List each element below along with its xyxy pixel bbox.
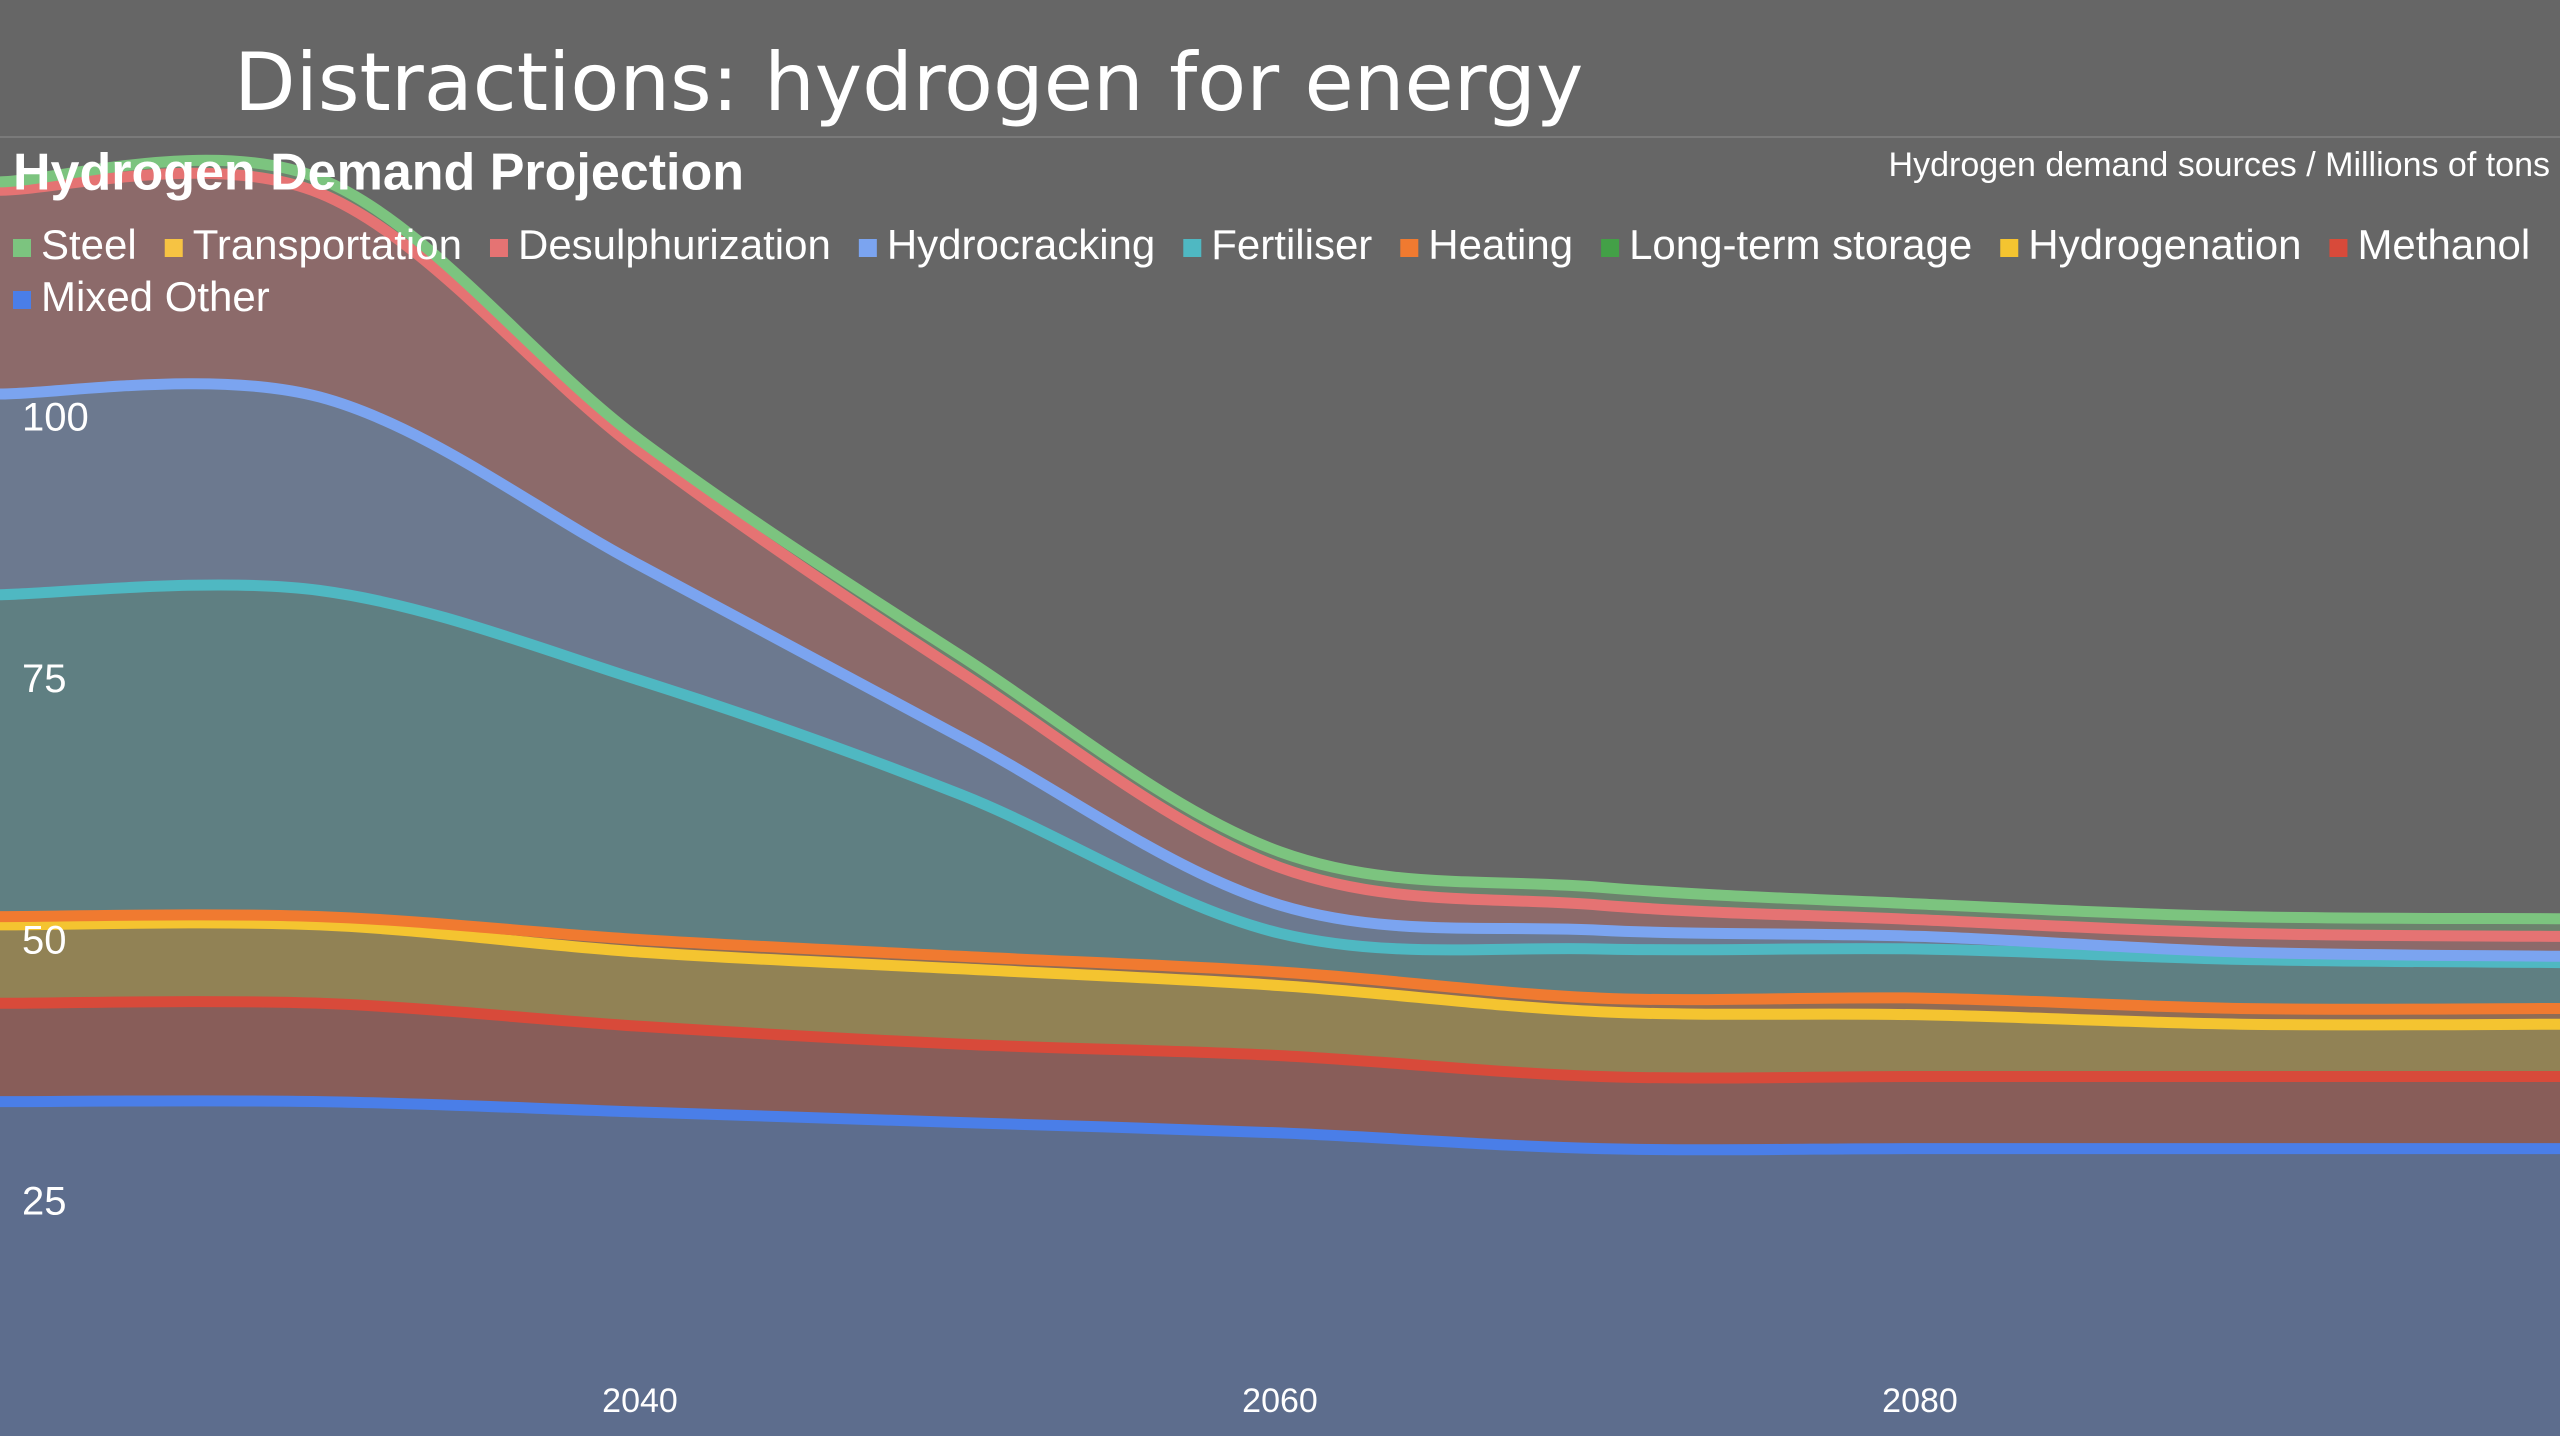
legend-label: Desulphurization: [518, 221, 831, 268]
y-tick-label: 50: [22, 918, 67, 962]
legend-swatch: [1601, 239, 1620, 257]
legend-label: Fertiliser: [1211, 221, 1372, 268]
legend-swatch: [489, 239, 508, 257]
legend-item: Transportation: [164, 221, 462, 268]
legend-label: Heating: [1428, 221, 1573, 268]
legend: Steel Transportation Desulphurization Hydro…: [13, 221, 2530, 320]
legend-swatch: [13, 239, 31, 257]
chart-title: Hydrogen Demand Projection: [13, 144, 744, 202]
legend-label: Long-term storage: [1629, 221, 1972, 268]
series-line: [0, 378, 2560, 962]
legend-label: Transportation: [193, 221, 462, 268]
y-tick-label: 100: [22, 396, 89, 440]
legend-swatch: [2329, 239, 2348, 257]
page-title: Distractions: hydrogen for energy: [234, 36, 1583, 129]
series-line: [0, 1095, 2560, 1156]
areas: [0, 160, 2560, 1436]
area: [0, 584, 2560, 1010]
legend-swatch: [13, 291, 31, 309]
y-tick-label: 75: [22, 657, 67, 701]
legend-swatch: [164, 239, 183, 257]
legend-label: Mixed Other: [41, 273, 270, 320]
legend-swatch: [1183, 239, 1202, 257]
lines: [0, 154, 2560, 1156]
legend-label: Hydrocracking: [887, 221, 1155, 268]
legend-swatch: [1400, 239, 1419, 257]
legend-swatch: [2000, 239, 2019, 257]
series-line: [0, 909, 2560, 1015]
series-line: [0, 579, 2560, 969]
area: [0, 383, 2560, 963]
legend-item: Desulphurization: [489, 221, 831, 268]
series-line: [0, 154, 2560, 925]
series-line: [0, 167, 2560, 942]
x-tick-label: 2040: [602, 1382, 678, 1420]
area: [0, 1100, 2560, 1436]
legend-swatch: [858, 239, 877, 257]
legend-item: Mixed Other: [13, 273, 270, 320]
y-tick-label: 25: [22, 1180, 67, 1224]
legend-item: Hydrocracking: [858, 221, 1155, 268]
legend-item: Fertiliser: [1183, 221, 1372, 268]
legend-label: Methanol: [2357, 221, 2530, 268]
legend-item: Steel: [13, 221, 137, 268]
legend-label: Hydrogenation: [2028, 221, 2301, 268]
legend-item: Methanol: [2329, 221, 2530, 268]
legend-item: Long-term storage: [1601, 221, 1972, 268]
header-band: [0, 0, 2560, 137]
x-tick-label: 2060: [1242, 1382, 1318, 1420]
legend-item: Hydrogenation: [2000, 221, 2301, 268]
legend-item: Heating: [1400, 221, 1573, 268]
area: [0, 173, 2560, 957]
area: [0, 922, 2560, 1079]
axes: 25 50 75 100 2040 2060 2080: [22, 396, 1958, 1420]
legend-label: Steel: [41, 221, 137, 268]
series-line: [0, 996, 2560, 1084]
chart-subtitle: Hydrogen demand sources / Millions of to…: [1889, 146, 2550, 184]
series-line: [0, 917, 2560, 1031]
x-tick-label: 2080: [1882, 1382, 1958, 1420]
area: [0, 1001, 2560, 1150]
